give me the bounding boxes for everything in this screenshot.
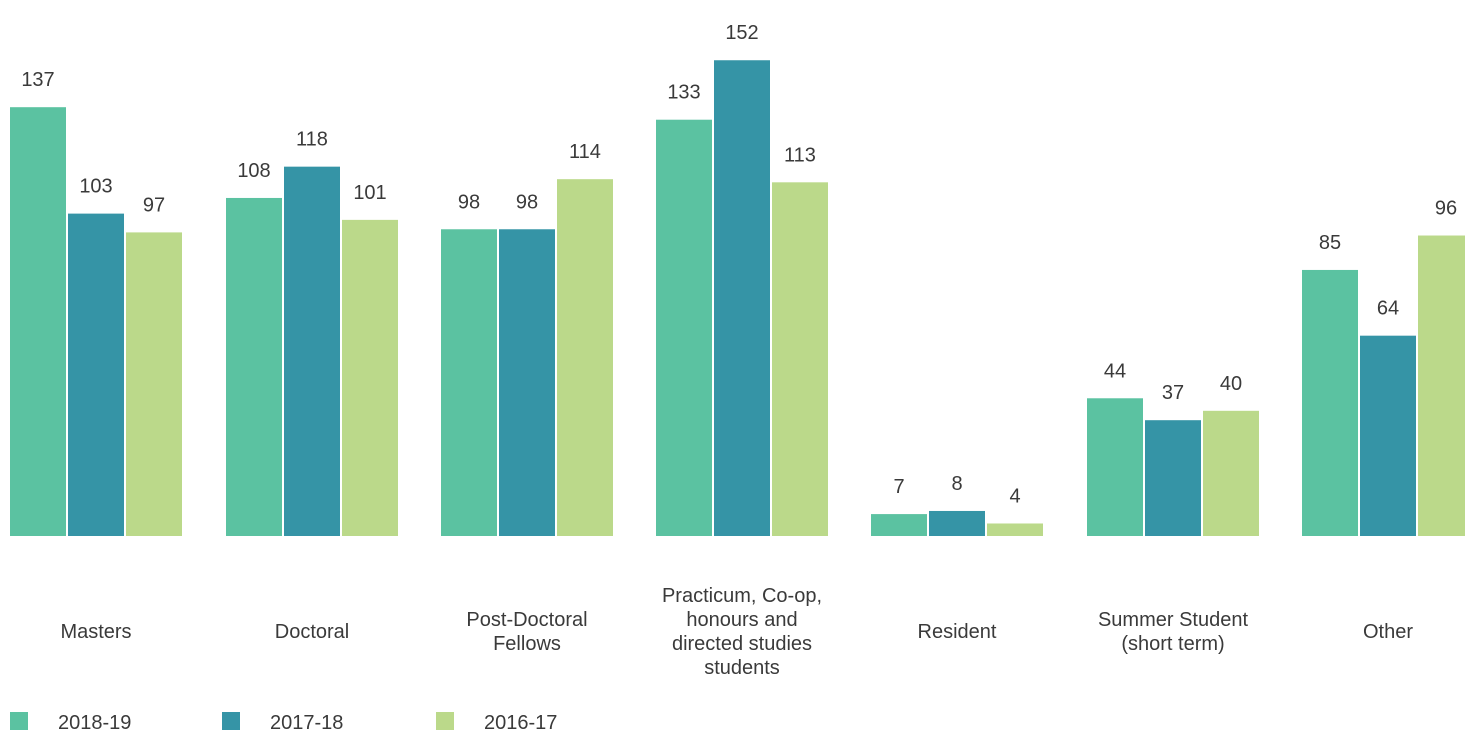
data-label: 98 bbox=[458, 191, 480, 213]
data-label: 103 bbox=[79, 176, 112, 198]
bars-layer bbox=[10, 60, 1465, 537]
category-label: Masters bbox=[60, 621, 131, 643]
data-label: 85 bbox=[1319, 232, 1341, 254]
legend-label: 2018-19 bbox=[58, 712, 131, 734]
bar bbox=[1302, 269, 1358, 536]
bar bbox=[656, 119, 712, 537]
data-label: 7 bbox=[893, 476, 904, 498]
legend-label: 2016-17 bbox=[484, 712, 557, 734]
category-labels-layer: Masters Doctoral Post-Doctoral Fellows Pract… bbox=[60, 585, 1413, 679]
data-label: 97 bbox=[143, 194, 165, 216]
category-label: Resident bbox=[918, 621, 997, 643]
category-label-line: Masters bbox=[60, 621, 131, 643]
bar bbox=[226, 197, 282, 536]
legend-swatch bbox=[436, 712, 454, 730]
category-label-line: Other bbox=[1363, 621, 1413, 643]
category-label-line: Fellows bbox=[493, 633, 561, 655]
data-label: 98 bbox=[516, 191, 538, 213]
bar bbox=[1087, 398, 1143, 536]
data-label: 118 bbox=[296, 129, 328, 151]
data-label: 8 bbox=[951, 473, 962, 495]
bar bbox=[929, 510, 985, 536]
category-label-line: Doctoral bbox=[275, 621, 349, 643]
category-label: Other bbox=[1363, 621, 1413, 643]
category-label-line: students bbox=[704, 657, 780, 679]
data-label: 152 bbox=[725, 22, 758, 44]
legend-swatch bbox=[10, 712, 28, 730]
data-label: 101 bbox=[353, 182, 386, 204]
data-label: 108 bbox=[237, 160, 270, 182]
bar bbox=[68, 213, 124, 537]
bar bbox=[557, 179, 613, 536]
legend-swatch bbox=[222, 712, 240, 730]
data-label: 133 bbox=[667, 82, 700, 104]
data-label: 4 bbox=[1009, 485, 1020, 507]
bar bbox=[772, 182, 828, 536]
category-label-line: Post-Doctoral bbox=[466, 609, 587, 631]
data-label: 114 bbox=[569, 141, 601, 163]
bar bbox=[126, 232, 182, 536]
category-label-line: honours and bbox=[686, 609, 797, 631]
bar bbox=[441, 229, 497, 536]
data-label: 44 bbox=[1104, 360, 1126, 382]
data-label: 113 bbox=[784, 144, 816, 166]
bar bbox=[342, 219, 398, 536]
data-label: 37 bbox=[1162, 382, 1184, 404]
bar bbox=[10, 107, 66, 536]
bar bbox=[714, 60, 770, 537]
data-label: 137 bbox=[21, 69, 54, 91]
category-label: Post-Doctoral Fellows bbox=[466, 609, 587, 655]
category-label: Doctoral bbox=[275, 621, 349, 643]
data-label: 64 bbox=[1377, 298, 1399, 320]
bar bbox=[987, 523, 1043, 536]
bar bbox=[1203, 410, 1259, 536]
category-label-line: Summer Student bbox=[1098, 609, 1249, 631]
bar bbox=[1360, 335, 1416, 536]
legend: 2018-19 2017-18 2016-17 bbox=[10, 712, 557, 734]
bar bbox=[1418, 235, 1465, 536]
category-label: Practicum, Co-op, honours and directed stu… bbox=[662, 585, 822, 679]
category-label: Summer Student (short term) bbox=[1098, 609, 1249, 655]
bar bbox=[1145, 420, 1201, 536]
data-label: 40 bbox=[1220, 373, 1242, 395]
bar bbox=[284, 166, 340, 536]
category-label-line: Practicum, Co-op, bbox=[662, 585, 822, 607]
data-label: 96 bbox=[1435, 198, 1457, 220]
bar bbox=[499, 229, 555, 536]
legend-label: 2017-18 bbox=[270, 712, 343, 734]
category-label-line: directed studies bbox=[672, 633, 812, 655]
category-label-line: Resident bbox=[918, 621, 997, 643]
bar bbox=[871, 514, 927, 536]
category-label-line: (short term) bbox=[1121, 633, 1224, 655]
